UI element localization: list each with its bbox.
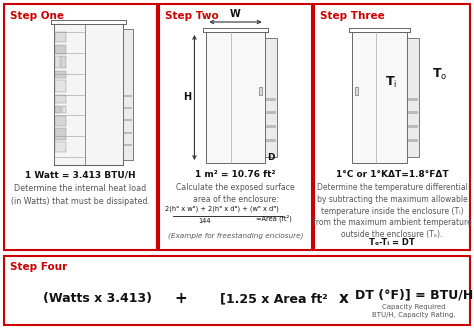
Bar xyxy=(55,33,66,42)
Bar xyxy=(124,107,132,109)
Bar xyxy=(62,106,66,113)
Bar xyxy=(61,57,66,68)
Bar xyxy=(55,57,60,68)
Text: Determine the internal heat load
(in Watts) that must be dissipated.: Determine the internal heat load (in Wat… xyxy=(11,184,150,206)
Bar xyxy=(408,112,418,114)
Bar xyxy=(408,97,418,100)
Bar xyxy=(55,80,66,92)
Text: DT (°F)] = BTU/H: DT (°F)] = BTU/H xyxy=(355,288,473,301)
Bar xyxy=(265,112,275,114)
Text: H: H xyxy=(183,92,191,103)
Bar xyxy=(55,128,66,139)
Bar xyxy=(265,97,275,100)
Text: BTU/H, Capacity Rating.: BTU/H, Capacity Rating. xyxy=(372,312,456,318)
Bar xyxy=(55,142,66,152)
Bar xyxy=(4,4,157,250)
Bar xyxy=(4,256,470,325)
Bar xyxy=(407,38,419,157)
Text: Tₒ-Tᵢ = DT: Tₒ-Tᵢ = DT xyxy=(369,238,415,247)
Bar xyxy=(124,144,132,146)
Bar xyxy=(259,87,262,95)
Text: T: T xyxy=(385,75,394,88)
Bar xyxy=(123,29,133,160)
Bar xyxy=(264,38,276,157)
Text: W: W xyxy=(230,9,241,19)
Bar xyxy=(265,125,275,128)
Text: i: i xyxy=(393,80,396,89)
Bar xyxy=(55,106,62,113)
Bar xyxy=(54,24,123,165)
Bar xyxy=(314,4,470,250)
Text: x: x xyxy=(339,291,349,306)
Text: 2(h" x w") + 2(h" x d") + (w" x d"): 2(h" x w") + 2(h" x d") + (w" x d") xyxy=(164,206,278,213)
Text: Step Two: Step Two xyxy=(165,11,219,21)
Text: Capacity Required: Capacity Required xyxy=(383,304,446,310)
Text: (Watts x 3.413): (Watts x 3.413) xyxy=(43,292,152,305)
Text: Determine the temperature differential
by subtracting the maximum allowable
temp: Determine the temperature differential b… xyxy=(313,183,471,239)
Text: o: o xyxy=(441,72,446,81)
Text: 1 Watt = 3.413 BTU/H: 1 Watt = 3.413 BTU/H xyxy=(25,170,136,179)
Bar xyxy=(55,45,66,54)
Bar xyxy=(159,4,312,250)
Text: 144: 144 xyxy=(199,218,211,224)
Text: 1°C or 1°KΔT=1.8°FΔT: 1°C or 1°KΔT=1.8°FΔT xyxy=(336,170,448,179)
Text: Step One: Step One xyxy=(10,11,64,21)
Bar xyxy=(355,87,358,95)
Text: Step Four: Step Four xyxy=(10,262,67,272)
Text: T: T xyxy=(433,67,441,80)
Bar xyxy=(55,116,66,126)
Text: +: + xyxy=(175,291,187,306)
Text: 1 m² = 10.76 ft²: 1 m² = 10.76 ft² xyxy=(195,170,276,179)
Bar xyxy=(55,94,66,103)
Bar xyxy=(352,32,407,163)
Text: [1.25 x Area ft²: [1.25 x Area ft² xyxy=(220,292,328,305)
Bar xyxy=(55,70,66,78)
Bar xyxy=(124,94,132,96)
Text: Calculate the exposed surface
area of the enclosure:: Calculate the exposed surface area of th… xyxy=(176,183,295,204)
Text: (Example for freestanding enclosure): (Example for freestanding enclosure) xyxy=(168,232,303,239)
Bar xyxy=(265,139,275,142)
Bar xyxy=(408,125,418,128)
Bar xyxy=(124,132,132,134)
Bar xyxy=(124,119,132,121)
Bar xyxy=(207,32,264,163)
Text: D: D xyxy=(267,153,274,162)
Text: =Area (ft²): =Area (ft²) xyxy=(256,214,292,221)
Bar xyxy=(408,139,418,142)
Text: Step Three: Step Three xyxy=(320,11,385,21)
